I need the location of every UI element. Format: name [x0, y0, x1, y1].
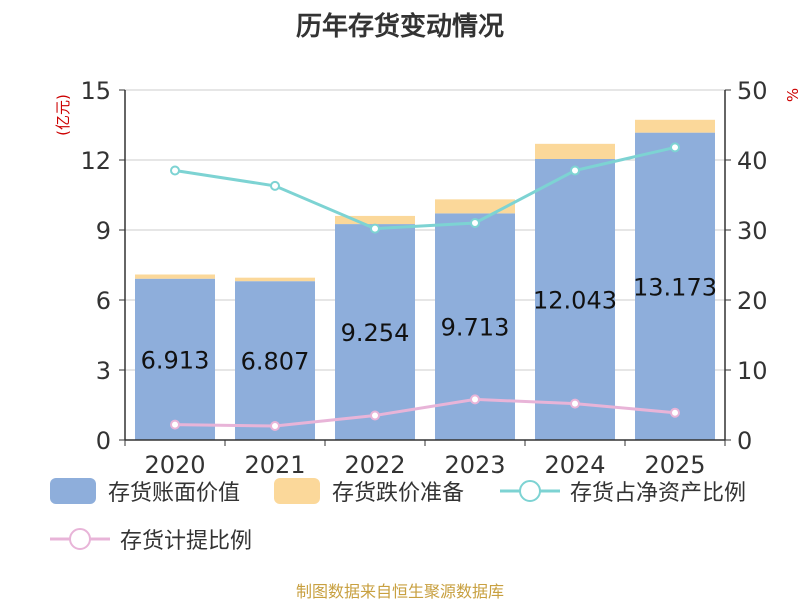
bar-impairment-provision [535, 143, 615, 159]
legend-item-provision-ratio[interactable]: 存货计提比例 [50, 523, 252, 555]
right-tick-label: 0 [737, 427, 752, 455]
left-tick-label: 15 [80, 77, 111, 105]
legend-label: 存货计提比例 [120, 529, 253, 554]
bar-value-label: 12.043 [533, 286, 617, 314]
left-tick-label: 0 [96, 427, 111, 455]
x-tick-label: 2025 [644, 451, 705, 479]
line-point [570, 398, 580, 409]
bar-book-value [535, 158, 615, 440]
right-tick-label: 10 [737, 357, 768, 385]
bar-value-label: 9.713 [441, 314, 510, 342]
axis-layer: 0 3 6 9 12 15 0 10 20 30 40 50 2020 2021 2022 2023 2024 2… [54, 77, 800, 479]
legend-swatch-bar-blue [50, 478, 96, 504]
line-point [370, 223, 380, 234]
left-tick-label: 12 [80, 147, 111, 175]
legend-item-inventory-to-net-assets[interactable]: 存货占净资产比例 [500, 475, 746, 507]
line-point [670, 407, 680, 418]
line-point [170, 419, 180, 430]
legend-item-inventory-book-value[interactable]: 存货账面价值 [50, 475, 240, 507]
x-tick-label: 2022 [344, 451, 405, 479]
right-axis-unit-label: % [784, 88, 800, 102]
bar-label-layer: 6.913 6.807 9.254 9.713 12.043 13.173 [141, 273, 717, 375]
line-layer [170, 142, 680, 431]
chart-title: 历年存货变动情况 [295, 12, 504, 42]
bar-book-value [335, 224, 415, 440]
bar-impairment-provision [635, 119, 715, 133]
right-tick-label: 40 [737, 147, 768, 175]
line-point [270, 421, 280, 431]
series-line-net-assets-ratio [174, 145, 676, 231]
legend-label: 存货账面价值 [108, 481, 241, 506]
legend-item-impairment-provision[interactable]: 存货跌价准备 [274, 475, 464, 507]
line-point [270, 180, 280, 191]
bar-impairment-provision [235, 277, 315, 282]
bar-book-value [635, 132, 715, 440]
right-tick-label: 50 [737, 77, 768, 105]
legend-swatch-bar-orange [274, 478, 320, 504]
source-note: 制图数据来自恒生聚源数据库 [295, 582, 504, 601]
line-point [170, 165, 180, 176]
legend-label: 存货跌价准备 [332, 481, 465, 506]
series-line-provision-ratio [174, 397, 676, 428]
line-point [470, 394, 480, 405]
bar-value-label: 6.913 [141, 346, 210, 374]
x-tick-label: 2021 [244, 451, 305, 479]
bar-book-value [135, 278, 215, 440]
bar-book-value [235, 281, 315, 440]
bar-impairment-provision [135, 274, 215, 279]
legend-label: 存货占净资产比例 [570, 481, 747, 506]
line-point [470, 218, 480, 228]
line-point [570, 165, 580, 176]
left-tick-label: 9 [96, 217, 111, 245]
left-axis-unit-label: (亿元) [54, 94, 72, 136]
x-tick-label: 2020 [144, 451, 205, 479]
bar-value-label: 6.807 [241, 348, 310, 376]
bar-value-label: 13.173 [633, 273, 717, 301]
left-tick-label: 3 [96, 357, 111, 385]
legend-swatch-line-pink [50, 528, 110, 550]
bar-impairment-provision [335, 215, 415, 225]
x-tick-label: 2024 [544, 451, 605, 479]
line-point [370, 410, 380, 421]
left-tick-label: 6 [96, 287, 111, 315]
line-point [670, 142, 680, 153]
x-tick-label: 2023 [444, 451, 505, 479]
right-tick-label: 30 [737, 217, 768, 245]
right-tick-label: 20 [737, 287, 768, 315]
bar-impairment-provision [435, 199, 515, 214]
bar-value-label: 9.254 [341, 319, 410, 347]
legend-swatch-line-teal [500, 480, 560, 502]
bar-layer [135, 119, 715, 440]
